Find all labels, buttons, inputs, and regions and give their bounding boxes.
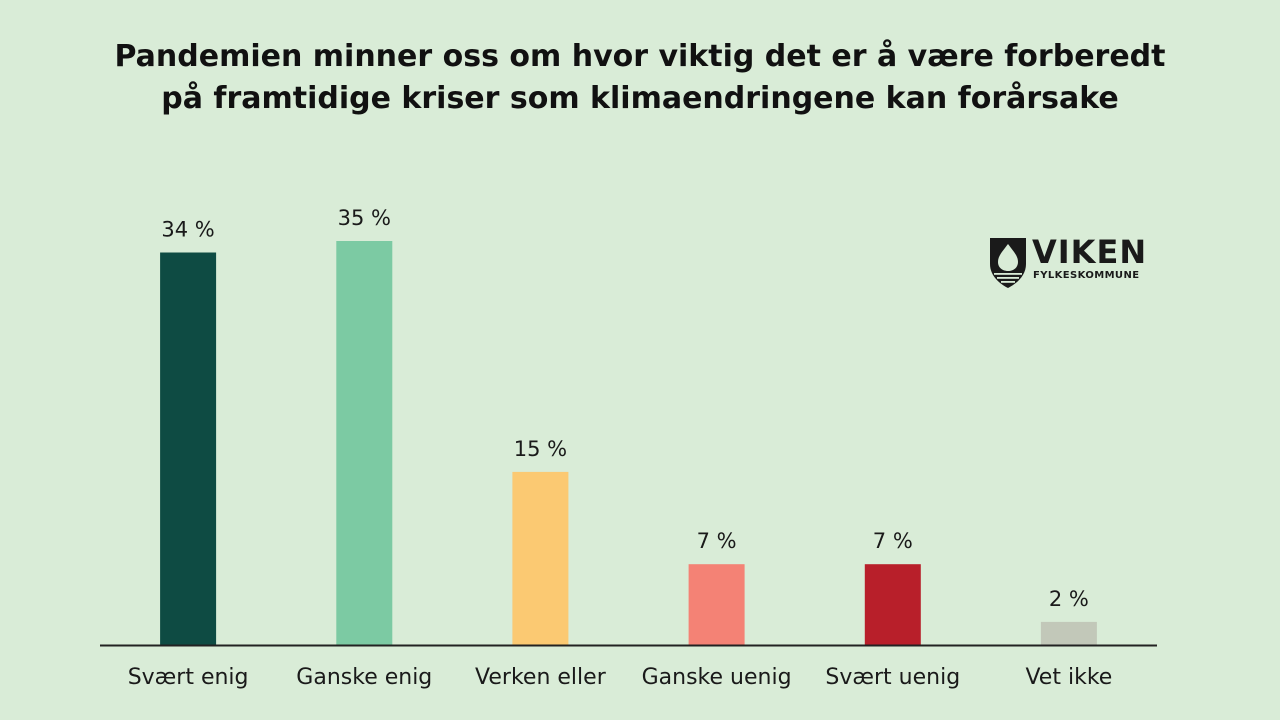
category-label-3: Ganske uenig bbox=[642, 665, 792, 690]
value-label-0: 34 % bbox=[161, 218, 214, 242]
bar-5 bbox=[1040, 621, 1097, 645]
viken-shield-icon bbox=[990, 238, 1026, 288]
category-label-5: Vet ikke bbox=[1025, 665, 1112, 690]
value-label-5: 2 % bbox=[1049, 587, 1089, 611]
bar-2 bbox=[512, 471, 569, 645]
bar-4 bbox=[864, 564, 921, 645]
chart-title-line-1: Pandemien minner oss om hvor viktig det … bbox=[114, 39, 1166, 74]
category-label-4: Svært uenig bbox=[825, 665, 960, 690]
category-label-2: Verken eller bbox=[475, 665, 607, 690]
value-label-4: 7 % bbox=[873, 529, 913, 553]
value-label-3: 7 % bbox=[697, 529, 737, 553]
logo-subtitle: FYLKESKOMMUNE bbox=[1033, 270, 1140, 281]
bar-0 bbox=[160, 252, 217, 645]
logo-name: VIKEN bbox=[1032, 233, 1148, 271]
category-label-0: Svært enig bbox=[128, 665, 249, 690]
category-label-1: Ganske enig bbox=[296, 665, 432, 690]
value-label-2: 15 % bbox=[514, 437, 567, 461]
bar-1 bbox=[336, 241, 393, 645]
value-label-1: 35 % bbox=[338, 206, 391, 230]
chart-title-line-2: på framtidige kriser som klimaendringene… bbox=[161, 81, 1119, 116]
viken-logo: VIKEN FYLKESKOMMUNE bbox=[990, 233, 1160, 290]
bar-3 bbox=[688, 564, 745, 645]
chart-title: Pandemien minner oss om hvor viktig det … bbox=[0, 36, 1280, 120]
